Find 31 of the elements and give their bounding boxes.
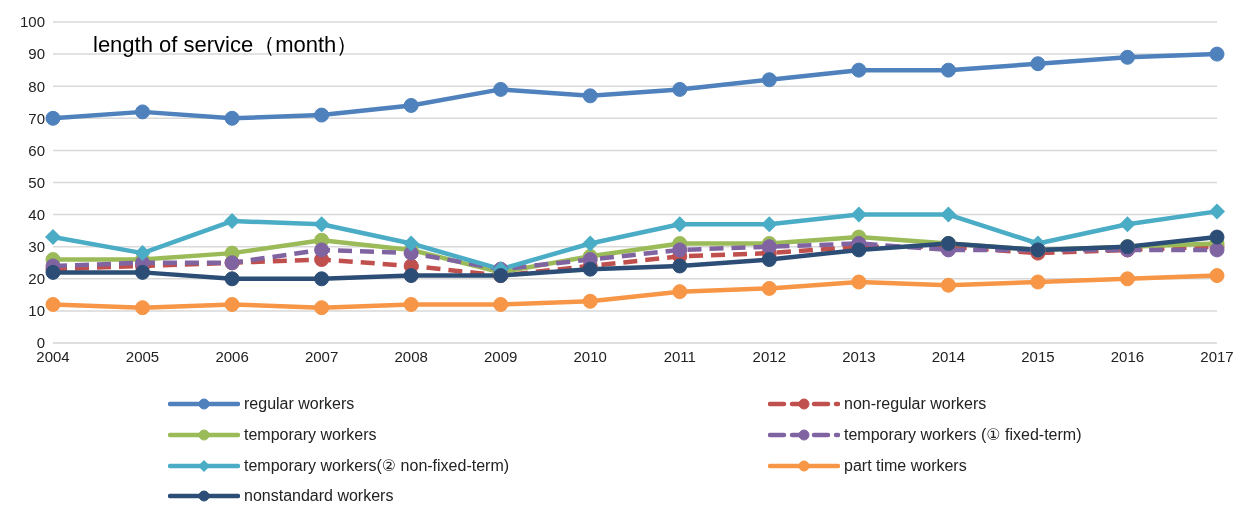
x-tick-label: 2010 (573, 347, 607, 365)
x-tick-label: 2013 (842, 347, 876, 365)
legend-label: temporary workers (244, 425, 377, 444)
text: length of service（month） (93, 32, 359, 57)
x-tick-label: 2007 (304, 347, 339, 365)
x-tick-label: 2008 (394, 347, 428, 365)
x-tick-label: 2017 (1200, 347, 1234, 365)
x-tick-label: 2015 (1021, 347, 1055, 365)
y-tick-label: 90 (28, 45, 45, 63)
y-tick-label: 60 (28, 141, 45, 159)
y-tick-label: 70 (28, 109, 45, 127)
legend-label: part time workers (844, 456, 967, 475)
y-tick-label: 10 (28, 302, 45, 320)
x-tick-label: 2016 (1110, 347, 1145, 365)
y-tick-label: 20 (28, 270, 45, 288)
y-tick-label: 100 (19, 13, 45, 31)
x-tick-label: 2009 (484, 347, 518, 365)
legend-label: temporary workers (① fixed-term) (844, 425, 1082, 444)
x-tick-label: 2014 (931, 347, 966, 365)
x-tick-label: 2011 (663, 347, 696, 365)
y-tick-label: 40 (28, 205, 45, 223)
legend-label: nonstandard workers (244, 487, 394, 505)
y-tick-label: 50 (28, 173, 45, 191)
y-tick-label: 80 (28, 77, 45, 95)
legend-label: non-regular workers (844, 395, 987, 413)
x-tick-label: 2012 (752, 347, 786, 365)
x-tick-label: 2006 (215, 347, 249, 365)
x-tick-label: 2005 (125, 347, 160, 365)
legend-label: temporary workers(② non-fixed-term) (244, 456, 510, 475)
legend-label: regular workers (244, 395, 355, 413)
y-tick-label: 30 (28, 238, 45, 256)
